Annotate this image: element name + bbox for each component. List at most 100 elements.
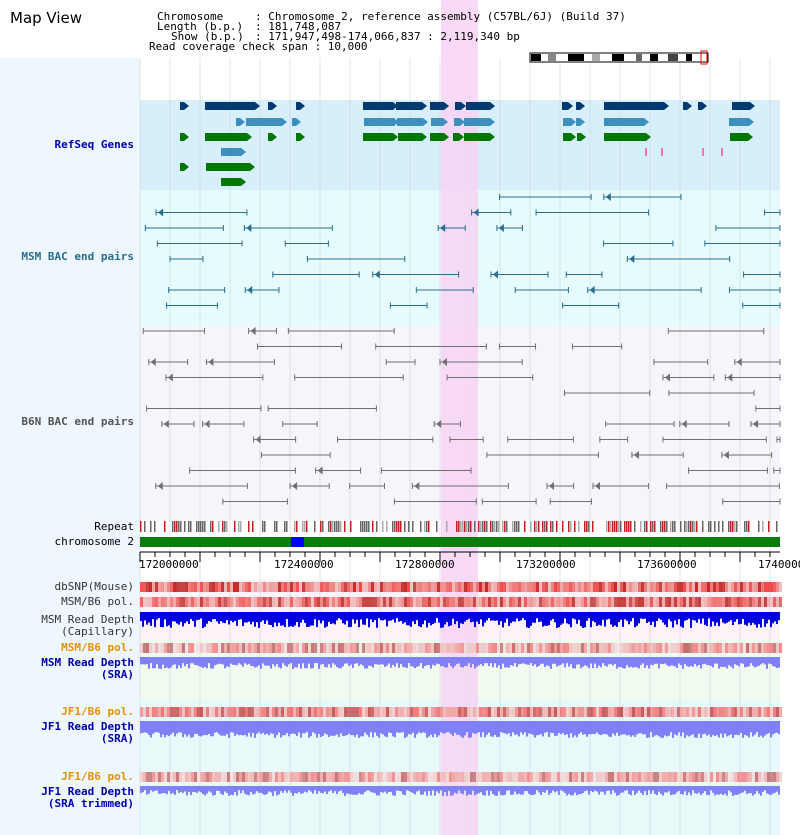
- polymorphism-cell: [473, 707, 476, 717]
- gene-feature: [563, 133, 571, 141]
- repeat-feature: [286, 521, 288, 532]
- polymorphism-cell: [464, 597, 467, 607]
- depth-bar: [222, 612, 224, 623]
- gene-feature-pink: [702, 148, 704, 156]
- depth-bar: [626, 721, 628, 736]
- polymorphism-cell: [383, 582, 386, 592]
- depth-bar: [754, 657, 756, 668]
- polymorphism-cell: [524, 597, 527, 607]
- gene-feature: [464, 118, 490, 126]
- depth-bar: [152, 721, 154, 734]
- depth-bar: [406, 786, 408, 791]
- polymorphism-cell: [665, 772, 668, 782]
- polymorphism-cell: [563, 707, 566, 717]
- polymorphism-cell: [614, 772, 617, 782]
- track-label-msm-depth-capillary[interactable]: MSM Read Depth: [41, 613, 134, 626]
- depth-bar: [494, 786, 496, 796]
- polymorphism-cell: [473, 772, 476, 782]
- polymorphism-cell: [710, 772, 713, 782]
- gene-feature: [576, 102, 580, 110]
- depth-bar: [494, 657, 496, 664]
- polymorphism-cell: [764, 772, 767, 782]
- polymorphism-cell: [185, 772, 188, 782]
- polymorphism-cell: [305, 597, 308, 607]
- depth-bar: [644, 612, 646, 619]
- polymorphism-cell: [542, 772, 545, 782]
- track-label-msm-b6-pol[interactable]: MSM/B6 pol.: [61, 595, 134, 608]
- polymorphism-cell: [377, 597, 380, 607]
- polymorphism-cell: [434, 582, 437, 592]
- depth-bar: [438, 657, 440, 665]
- depth-bar: [468, 721, 470, 738]
- track-label-msm-b6-pol-sra[interactable]: MSM/B6 pol.: [61, 641, 134, 654]
- depth-bar: [364, 721, 366, 733]
- track-label-dbsnp[interactable]: dbSNP(Mouse): [54, 580, 134, 593]
- length-value: : 181,748,087: [255, 20, 342, 33]
- track-label-msm-depth-sra[interactable]: MSM Read Depth: [41, 656, 134, 669]
- ideogram-band: [668, 54, 678, 61]
- polymorphism-cell: [587, 643, 590, 653]
- polymorphism-cell: [764, 597, 767, 607]
- polymorphism-cell: [149, 643, 152, 653]
- polymorphism-cell: [737, 597, 740, 607]
- polymorphism-cell: [650, 597, 653, 607]
- depth-bar: [320, 721, 322, 738]
- polymorphism-cell: [590, 597, 593, 607]
- depth-bar: [274, 786, 276, 792]
- polymorphism-cell: [236, 772, 239, 782]
- track-label-chromosome[interactable]: chromosome 2: [54, 535, 134, 548]
- track-label-jf1-b6-pol[interactable]: JF1/B6 pol.: [61, 705, 134, 718]
- depth-bar: [376, 786, 378, 796]
- polymorphism-cell: [599, 597, 602, 607]
- polymorphism-cell: [671, 582, 674, 592]
- track-label-jf1-depth[interactable]: JF1 Read Depth: [41, 720, 134, 733]
- track-label-jf1-b6-pol-trimmed[interactable]: JF1/B6 pol.: [61, 770, 134, 783]
- polymorphism-cell: [218, 772, 221, 782]
- depth-bar: [506, 657, 508, 668]
- polymorphism-cell: [452, 643, 455, 653]
- depth-bar: [614, 786, 616, 793]
- polymorphism-cell: [302, 772, 305, 782]
- depth-bar: [708, 657, 710, 666]
- polymorphism-cell: [425, 772, 428, 782]
- depth-bar: [472, 612, 474, 622]
- depth-bar: [556, 786, 558, 792]
- depth-bar: [210, 721, 212, 737]
- polymorphism-cell: [257, 582, 260, 592]
- depth-bar: [608, 612, 610, 619]
- polymorphism-cell: [479, 772, 482, 782]
- depth-bar: [504, 721, 506, 734]
- polymorphism-cell: [356, 582, 359, 592]
- depth-bar: [250, 786, 252, 792]
- polymorphism-cell: [437, 707, 440, 717]
- polymorphism-cell: [704, 643, 707, 653]
- polymorphism-cell: [311, 772, 314, 782]
- msm-bac-arrow: [493, 270, 499, 279]
- depth-bar: [144, 657, 146, 665]
- polymorphism-cell: [641, 643, 644, 653]
- track-label-jf1-depth-trimmed[interactable]: JF1 Read Depth: [41, 785, 134, 798]
- polymorphism-cell: [653, 582, 656, 592]
- track-label-msm-bac[interactable]: MSM BAC end pairs: [21, 250, 134, 263]
- polymorphism-cell: [620, 643, 623, 653]
- polymorphism-cell: [320, 643, 323, 653]
- polymorphism-cell: [461, 582, 464, 592]
- track-label-refseq[interactable]: RefSeq Genes: [54, 138, 134, 151]
- repeat-feature: [306, 521, 308, 532]
- polymorphism-cell: [251, 643, 254, 653]
- depth-bar: [294, 786, 296, 794]
- repeat-feature: [674, 521, 676, 532]
- polymorphism-cell: [572, 582, 575, 592]
- depth-bar: [268, 786, 270, 792]
- track-label-b6n-bac[interactable]: B6N BAC end pairs: [21, 415, 134, 428]
- repeat-feature: [534, 521, 536, 532]
- depth-bar: [496, 721, 498, 737]
- polymorphism-cell: [164, 772, 167, 782]
- depth-bar: [488, 612, 490, 619]
- depth-bar: [260, 786, 262, 793]
- depth-bar: [634, 612, 636, 628]
- depth-bar: [280, 786, 282, 792]
- depth-bar: [534, 657, 536, 665]
- polymorphism-cell: [728, 772, 731, 782]
- track-label-repeat[interactable]: Repeat: [94, 520, 134, 533]
